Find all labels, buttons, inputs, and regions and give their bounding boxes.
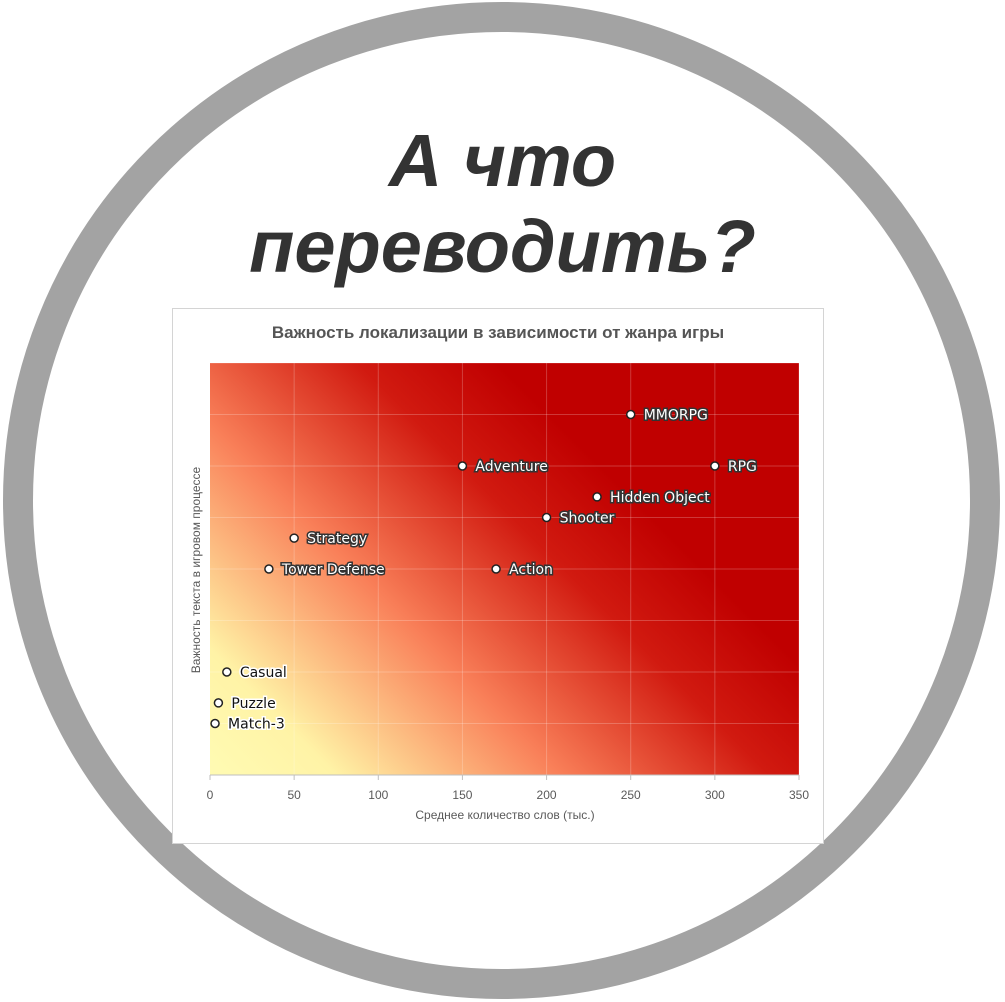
data-point-label: Action [509, 562, 553, 578]
data-point [210, 718, 220, 729]
data-point-label: Strategy [307, 531, 367, 547]
data-point [289, 533, 299, 543]
data-point [457, 461, 468, 471]
x-tick-label: 300 [705, 788, 725, 802]
data-point-label: RPG [728, 459, 757, 475]
x-tick-label: 0 [207, 788, 214, 802]
data-point [625, 409, 636, 420]
data-point-label: Tower Defense [281, 562, 385, 578]
data-point [264, 564, 274, 574]
data-point [541, 512, 552, 523]
data-point-label: Adventure [475, 459, 547, 475]
x-axis-label: Среднее количество слов (тыс.) [415, 808, 595, 822]
data-point-label: Puzzle [231, 696, 275, 712]
data-point [491, 564, 501, 574]
x-tick-label: 350 [789, 788, 809, 802]
data-point-label: MMORPG [644, 408, 708, 424]
data-point [592, 492, 602, 502]
x-tick-label: 200 [537, 788, 557, 802]
plot-background [210, 363, 799, 775]
data-point-label: Hidden Object [610, 490, 710, 506]
x-tick-label: 50 [287, 788, 301, 802]
x-tick-label: 100 [368, 788, 388, 802]
data-point [213, 698, 224, 708]
x-tick-label: 150 [452, 788, 472, 802]
y-axis-label-text: Важность текста в игровом процессе [189, 466, 203, 674]
x-axis-ticks: 0 50 100 150 200 250 300 350 [207, 775, 809, 802]
data-points: MMORPG RPG Adventure Hidden Object Shooter St… [210, 406, 758, 734]
data-point [710, 461, 720, 471]
data-point [222, 667, 232, 677]
data-point-label: Casual [240, 665, 287, 681]
gridlines [210, 362, 800, 775]
data-point-label: Match-3 [228, 717, 285, 733]
page-headline: А что переводить? [0, 118, 1005, 290]
chart-title: Важность локализации в зависимости от жа… [271, 323, 725, 342]
headline-line-1: А что [388, 119, 617, 202]
x-tick-label: 250 [621, 788, 641, 802]
headline-line-2: переводить? [249, 205, 756, 288]
data-point-label: Shooter [560, 511, 615, 527]
